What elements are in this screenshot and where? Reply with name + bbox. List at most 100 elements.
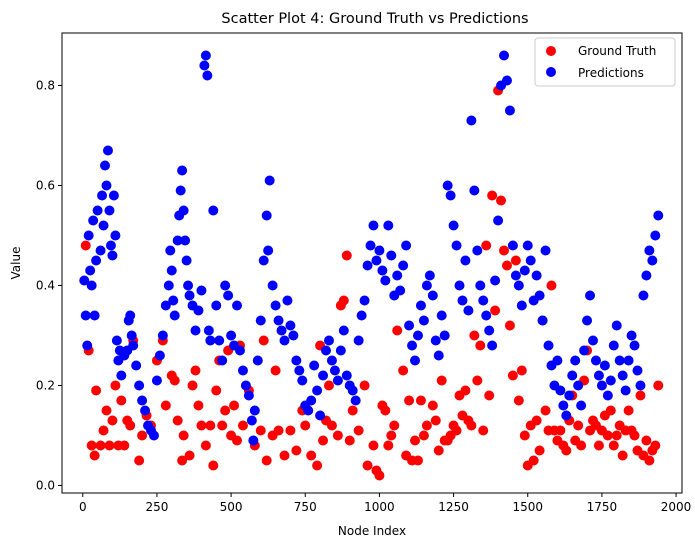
- predictions-point: [148, 430, 159, 441]
- predictions-point: [573, 380, 584, 391]
- predictions-point: [632, 365, 643, 376]
- predictions-point: [410, 355, 421, 366]
- predictions-point: [181, 255, 192, 266]
- ground-truth-point: [125, 420, 136, 431]
- predictions-point: [487, 340, 498, 351]
- predictions-point: [516, 300, 527, 311]
- predictions-point: [172, 235, 183, 246]
- ground-truth-point: [653, 380, 664, 391]
- predictions-point: [350, 395, 361, 406]
- predictions-point: [318, 370, 329, 381]
- predictions-point: [510, 270, 521, 281]
- predictions-point: [519, 265, 530, 276]
- ground-truth-point: [641, 435, 652, 446]
- predictions-point: [653, 210, 664, 221]
- ground-truth-point: [273, 425, 284, 436]
- predictions-point: [88, 215, 99, 226]
- legend-marker-ground-truth: [546, 46, 556, 56]
- ground-truth-point: [430, 415, 441, 426]
- points-layer: [79, 50, 664, 481]
- legend-marker-predictions: [546, 67, 556, 77]
- ground-truth-point: [546, 280, 557, 291]
- predictions-point: [466, 115, 477, 126]
- ground-truth-point: [211, 385, 222, 396]
- predictions-point: [263, 245, 274, 256]
- ground-truth-point: [469, 330, 480, 341]
- ground-truth-point: [184, 450, 195, 461]
- ground-truth-point: [555, 425, 566, 436]
- predictions-point: [97, 190, 108, 201]
- predictions-point: [223, 290, 234, 301]
- predictions-point: [543, 340, 554, 351]
- ground-truth-point: [496, 195, 507, 206]
- predictions-point: [395, 285, 406, 296]
- ground-truth-point: [421, 420, 432, 431]
- predictions-point: [365, 240, 376, 251]
- ground-truth-point: [341, 250, 352, 261]
- predictions-point: [86, 280, 97, 291]
- predictions-point: [404, 320, 415, 331]
- predictions-point: [424, 270, 435, 281]
- ground-truth-point: [368, 440, 379, 451]
- predictions-point: [329, 365, 340, 376]
- ground-truth-point: [187, 380, 198, 391]
- predictions-point: [469, 185, 480, 196]
- predictions-point: [552, 355, 563, 366]
- ground-truth-point: [200, 440, 211, 451]
- predictions-point: [234, 345, 245, 356]
- predictions-point: [196, 285, 207, 296]
- predictions-point: [169, 310, 180, 321]
- ground-truth-point: [178, 430, 189, 441]
- predictions-point: [504, 105, 515, 116]
- predictions-point: [134, 380, 145, 391]
- ground-truth-point: [107, 415, 118, 426]
- predictions-point: [493, 215, 504, 226]
- predictions-point: [288, 330, 299, 341]
- ground-truth-point: [190, 365, 201, 376]
- predictions-point: [531, 270, 542, 281]
- predictions-point: [347, 385, 358, 396]
- ground-truth-point: [196, 420, 207, 431]
- predictions-point: [332, 375, 343, 386]
- predictions-point: [203, 325, 214, 336]
- ground-truth-point: [86, 440, 97, 451]
- y-axis-title: Value: [9, 247, 23, 280]
- ground-truth-point: [116, 395, 127, 406]
- ground-truth-point: [611, 430, 622, 441]
- ground-truth-point: [451, 425, 462, 436]
- predictions-point: [596, 380, 607, 391]
- predictions-point: [513, 280, 524, 291]
- ground-truth-point: [383, 440, 394, 451]
- predictions-point: [128, 340, 139, 351]
- predictions-point: [208, 205, 219, 216]
- predictions-point: [107, 250, 118, 261]
- predictions-point: [635, 380, 646, 391]
- predictions-point: [137, 395, 148, 406]
- predictions-point: [126, 330, 137, 341]
- predictions-point: [178, 205, 189, 216]
- predictions-point: [383, 220, 394, 231]
- ground-truth-point: [229, 400, 240, 411]
- legend: Ground Truth Predictions: [534, 37, 676, 87]
- predictions-point: [211, 300, 222, 311]
- predictions-point: [359, 295, 370, 306]
- predictions-point: [561, 410, 572, 421]
- predictions-point: [193, 305, 204, 316]
- ground-truth-point: [98, 425, 109, 436]
- ground-truth-point: [389, 420, 400, 431]
- predictions-point: [214, 335, 225, 346]
- ground-truth-point: [436, 375, 447, 386]
- ground-truth-point: [410, 435, 421, 446]
- predictions-point: [326, 355, 337, 366]
- ground-truth-point: [169, 375, 180, 386]
- predictions-point: [371, 255, 382, 266]
- ground-truth-point: [326, 420, 337, 431]
- predictions-point: [83, 230, 94, 241]
- predictions-point: [315, 410, 326, 421]
- ground-truth-point: [472, 375, 483, 386]
- predictions-point: [226, 330, 237, 341]
- predictions-point: [217, 355, 228, 366]
- x-tick-label: 2000: [661, 500, 692, 514]
- ground-truth-point: [635, 390, 646, 401]
- ground-truth-point: [475, 340, 486, 351]
